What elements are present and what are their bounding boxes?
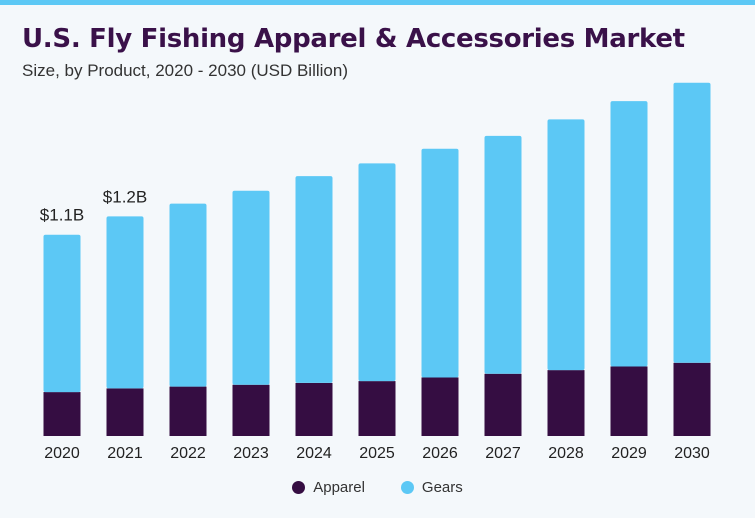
bar-gears-2022 [169,203,207,387]
bar-gears-2025 [358,163,396,382]
bar-apparel-2030 [673,362,711,436]
x-tick-label-2026: 2026 [422,445,458,462]
bar-apparel-2027 [484,373,522,436]
x-tick-label-2022: 2022 [170,445,206,462]
x-tick-label-2023: 2023 [233,445,269,462]
x-tick-label-2028: 2028 [548,445,584,462]
chart-title: U.S. Fly Fishing Apparel & Accessories M… [22,24,685,54]
x-tick-label-2029: 2029 [611,445,647,462]
bar-apparel-2021 [106,388,144,436]
top-accent-bar [0,0,755,5]
bar-gears-2026 [421,148,459,378]
bar-apparel-2029 [610,366,648,436]
bar-gears-2030 [673,82,711,363]
legend-swatch-apparel [292,481,306,494]
bar-apparel-2025 [358,381,396,436]
data-label-2020: $1.1B [40,206,84,225]
bar-gears-2028 [547,119,585,371]
data-label-2021: $1.2B [103,187,147,206]
bar-apparel-2020 [43,392,81,436]
bar-apparel-2024 [295,382,333,436]
chart-subtitle: Size, by Product, 2020 - 2030 (USD Billi… [22,61,348,80]
legend-swatch-gears [400,481,414,494]
bar-gears-2020 [43,234,81,393]
x-tick-label-2027: 2027 [485,445,521,462]
bar-apparel-2026 [421,377,459,436]
x-tick-label-2020: 2020 [44,445,80,462]
bar-gears-2023 [232,190,270,385]
legend-label-apparel: Apparel [313,479,365,496]
bar-apparel-2023 [232,384,270,436]
chart-legend: Apparel Gears [0,479,755,496]
bar-apparel-2022 [169,386,207,436]
x-tick-label-2021: 2021 [107,445,143,462]
x-tick-label-2024: 2024 [296,445,332,462]
x-tick-label-2030: 2030 [674,445,710,462]
x-tick-label-2025: 2025 [359,445,395,462]
bar-apparel-2028 [547,370,585,436]
legend-label-gears: Gears [421,479,463,496]
bar-gears-2021 [106,216,144,389]
legend-item-apparel: Apparel [292,479,365,496]
bar-gears-2027 [484,135,522,374]
legend-item-gears: Gears [400,479,463,496]
bar-gears-2024 [295,176,333,383]
bar-gears-2029 [610,101,648,367]
